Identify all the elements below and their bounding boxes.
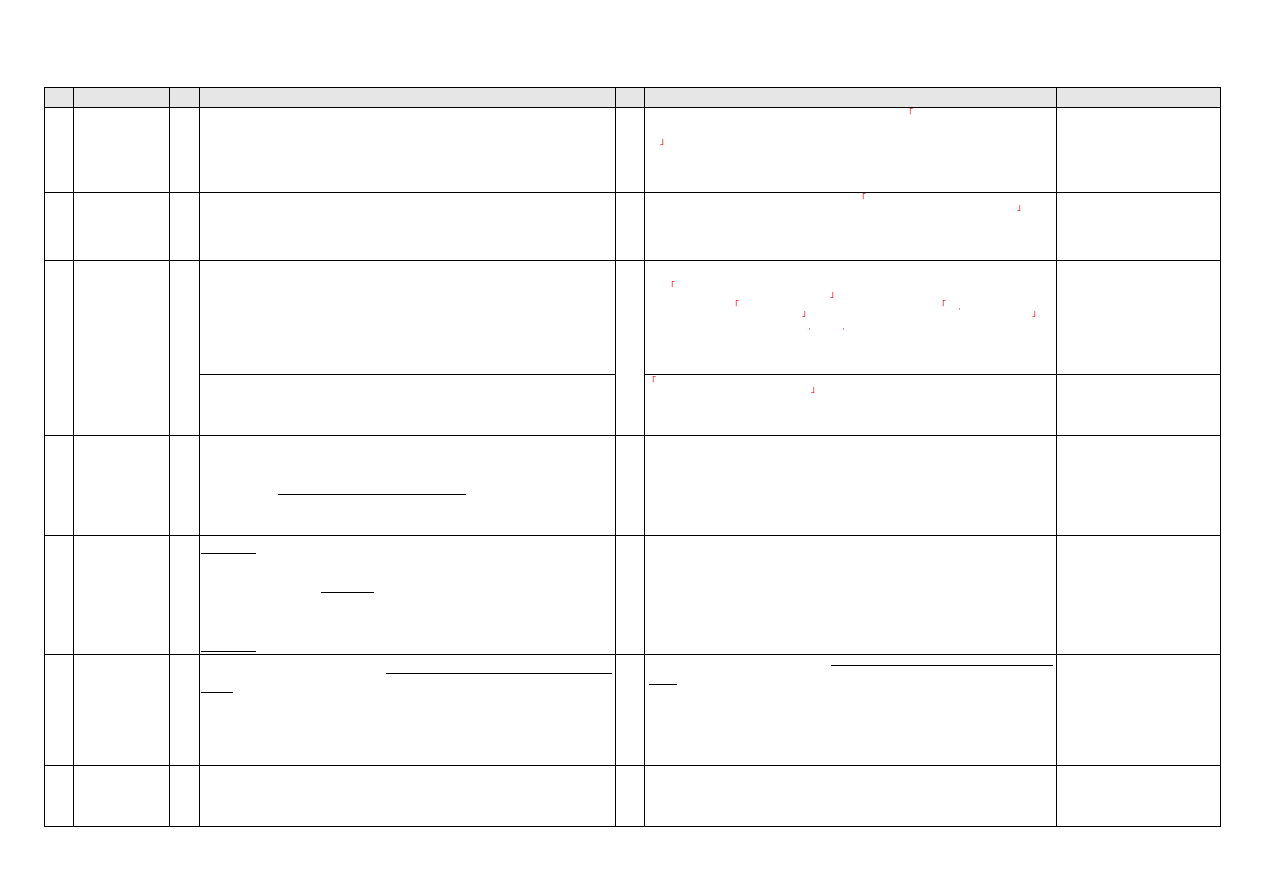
bracket-mark: 」 [802, 309, 812, 319]
header-cell [168, 86, 200, 108]
bracket-mark: 「 [666, 282, 676, 292]
table-cell [43, 191, 74, 261]
table-cell [614, 191, 645, 261]
table-cell [72, 191, 170, 261]
bracket-mark: 「 [647, 377, 657, 387]
table-cell [168, 434, 200, 536]
table-cell [1055, 534, 1221, 655]
underline [278, 494, 466, 495]
table-cell [198, 106, 616, 193]
bracket-mark: 」 [660, 137, 670, 147]
underline [201, 692, 233, 693]
underline [831, 665, 1053, 666]
table-cell [43, 534, 74, 655]
table-cell [168, 653, 200, 766]
table-cell [43, 106, 74, 193]
table-cell [198, 191, 616, 261]
bracket-mark: 「 [904, 109, 914, 119]
table-cell [1055, 653, 1221, 766]
bracket-mark: · [808, 325, 811, 335]
table-cell [1055, 259, 1221, 375]
table-cell [614, 106, 645, 193]
table-cell [643, 764, 1057, 827]
table-cell [198, 434, 616, 536]
table-cell [168, 764, 200, 827]
table-cell [643, 373, 1057, 436]
table-cell [1055, 106, 1221, 193]
bracket-mark: 」 [830, 290, 840, 300]
bracket-mark: 「 [857, 194, 867, 204]
table-cell [168, 106, 200, 193]
table-cell [614, 653, 645, 766]
header-cell [1055, 86, 1221, 108]
table-cell [614, 434, 645, 536]
table-cell [643, 106, 1057, 193]
table-cell [614, 764, 645, 827]
underline [321, 592, 374, 593]
table-cell [643, 191, 1057, 261]
bracket-mark: 「 [937, 301, 947, 311]
bracket-mark: 」 [1017, 203, 1027, 213]
table-cell [198, 653, 616, 766]
table-cell [43, 259, 74, 436]
header-cell [43, 86, 74, 108]
table-cell [72, 764, 170, 827]
bracket-mark: 」 [1032, 309, 1042, 319]
table-cell [1055, 191, 1221, 261]
table-cell [43, 764, 74, 827]
table-cell [43, 653, 74, 766]
header-cell [72, 86, 170, 108]
table-cell [168, 259, 200, 436]
table-cell [198, 373, 616, 436]
bracket-mark: · [958, 305, 961, 315]
table-cell [168, 191, 200, 261]
table-cell [614, 534, 645, 655]
underline [201, 651, 256, 652]
underline [201, 553, 256, 554]
table-cell [1055, 764, 1221, 827]
table-cell [72, 653, 170, 766]
header-cell [643, 86, 1057, 108]
table-cell [72, 434, 170, 536]
table-cell [72, 259, 170, 436]
table-cell [1055, 373, 1221, 436]
header-cell [614, 86, 645, 108]
underline [649, 684, 677, 685]
table-cell [198, 764, 616, 827]
bracket-mark: 「 [730, 301, 740, 311]
table-cell [614, 259, 645, 436]
table-cell [43, 434, 74, 536]
table-cell [72, 106, 170, 193]
table-cell [168, 534, 200, 655]
table-cell [1055, 434, 1221, 536]
table-cell [643, 434, 1057, 536]
table-cell [643, 259, 1057, 375]
table-cell [643, 653, 1057, 766]
underline [386, 673, 612, 674]
table-cell [198, 534, 616, 655]
bracket-mark: 」 [811, 385, 821, 395]
header-cell [198, 86, 616, 108]
table-cell [643, 534, 1057, 655]
table-cell [198, 259, 616, 375]
bracket-mark: · [842, 325, 845, 335]
table-cell [72, 534, 170, 655]
